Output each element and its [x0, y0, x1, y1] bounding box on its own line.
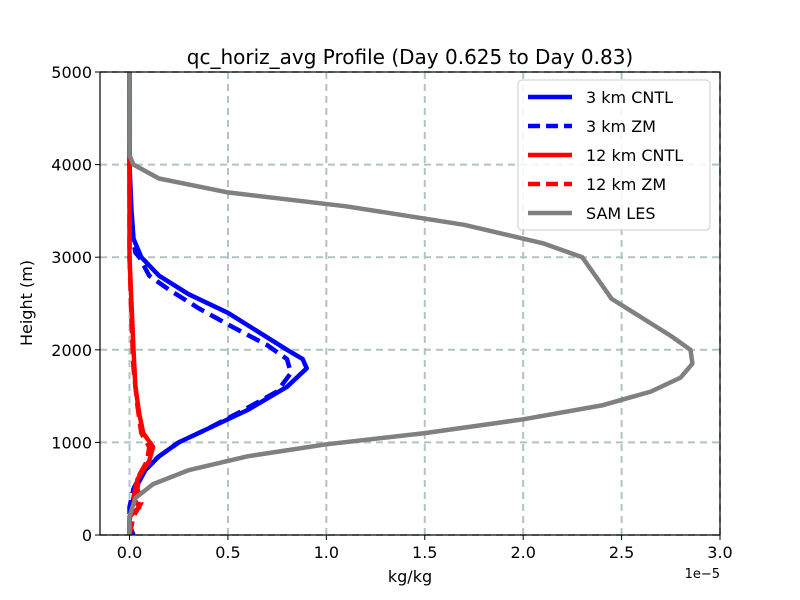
y-tick-label: 2000 [51, 341, 92, 360]
y-axis-label: Height (m) [17, 260, 36, 346]
legend-label-3: 12 km ZM [586, 175, 666, 194]
x-offset-label: 1e−5 [685, 567, 720, 582]
axes: 0.0 0.5 1.0 1.5 2.0 2.5 3.0 0 1000 2000 3000 4000 50… [51, 63, 732, 562]
x-tick-label: 2.5 [609, 543, 634, 562]
chart-title: qc_horiz_avg Profile (Day 0.625 to Day 0… [187, 45, 633, 69]
y-tick-label: 4000 [51, 156, 92, 175]
series-line-4 [127, 72, 695, 535]
series-line-3 [127, 72, 152, 536]
legend-label-4: SAM LES [586, 204, 655, 223]
legend-label-1: 3 km ZM [586, 117, 656, 136]
x-tick-label: 3.0 [707, 543, 732, 562]
x-tick-label: 1.5 [412, 543, 437, 562]
series-layer [127, 72, 695, 536]
legend-label-2: 12 km CNTL [586, 146, 683, 165]
x-tick-label: 1.0 [314, 543, 339, 562]
x-tick-label: 0.0 [117, 543, 142, 562]
legend-box [517, 79, 711, 231]
legend: 3 km CNTL 3 km ZM 12 km CNTL 12 km ZM SAM LE… [517, 79, 711, 231]
x-tick-label: 0.5 [215, 543, 240, 562]
y-tick-label: 5000 [51, 63, 92, 82]
y-tick-label: 3000 [51, 248, 92, 267]
plot-frame [99, 71, 721, 536]
y-tick-label: 0 [82, 526, 92, 545]
x-axis-label: kg/kg [388, 567, 432, 586]
legend-label-0: 3 km CNTL [586, 88, 673, 107]
y-tick-label: 1000 [51, 433, 92, 452]
x-tick-label: 2.0 [510, 543, 535, 562]
